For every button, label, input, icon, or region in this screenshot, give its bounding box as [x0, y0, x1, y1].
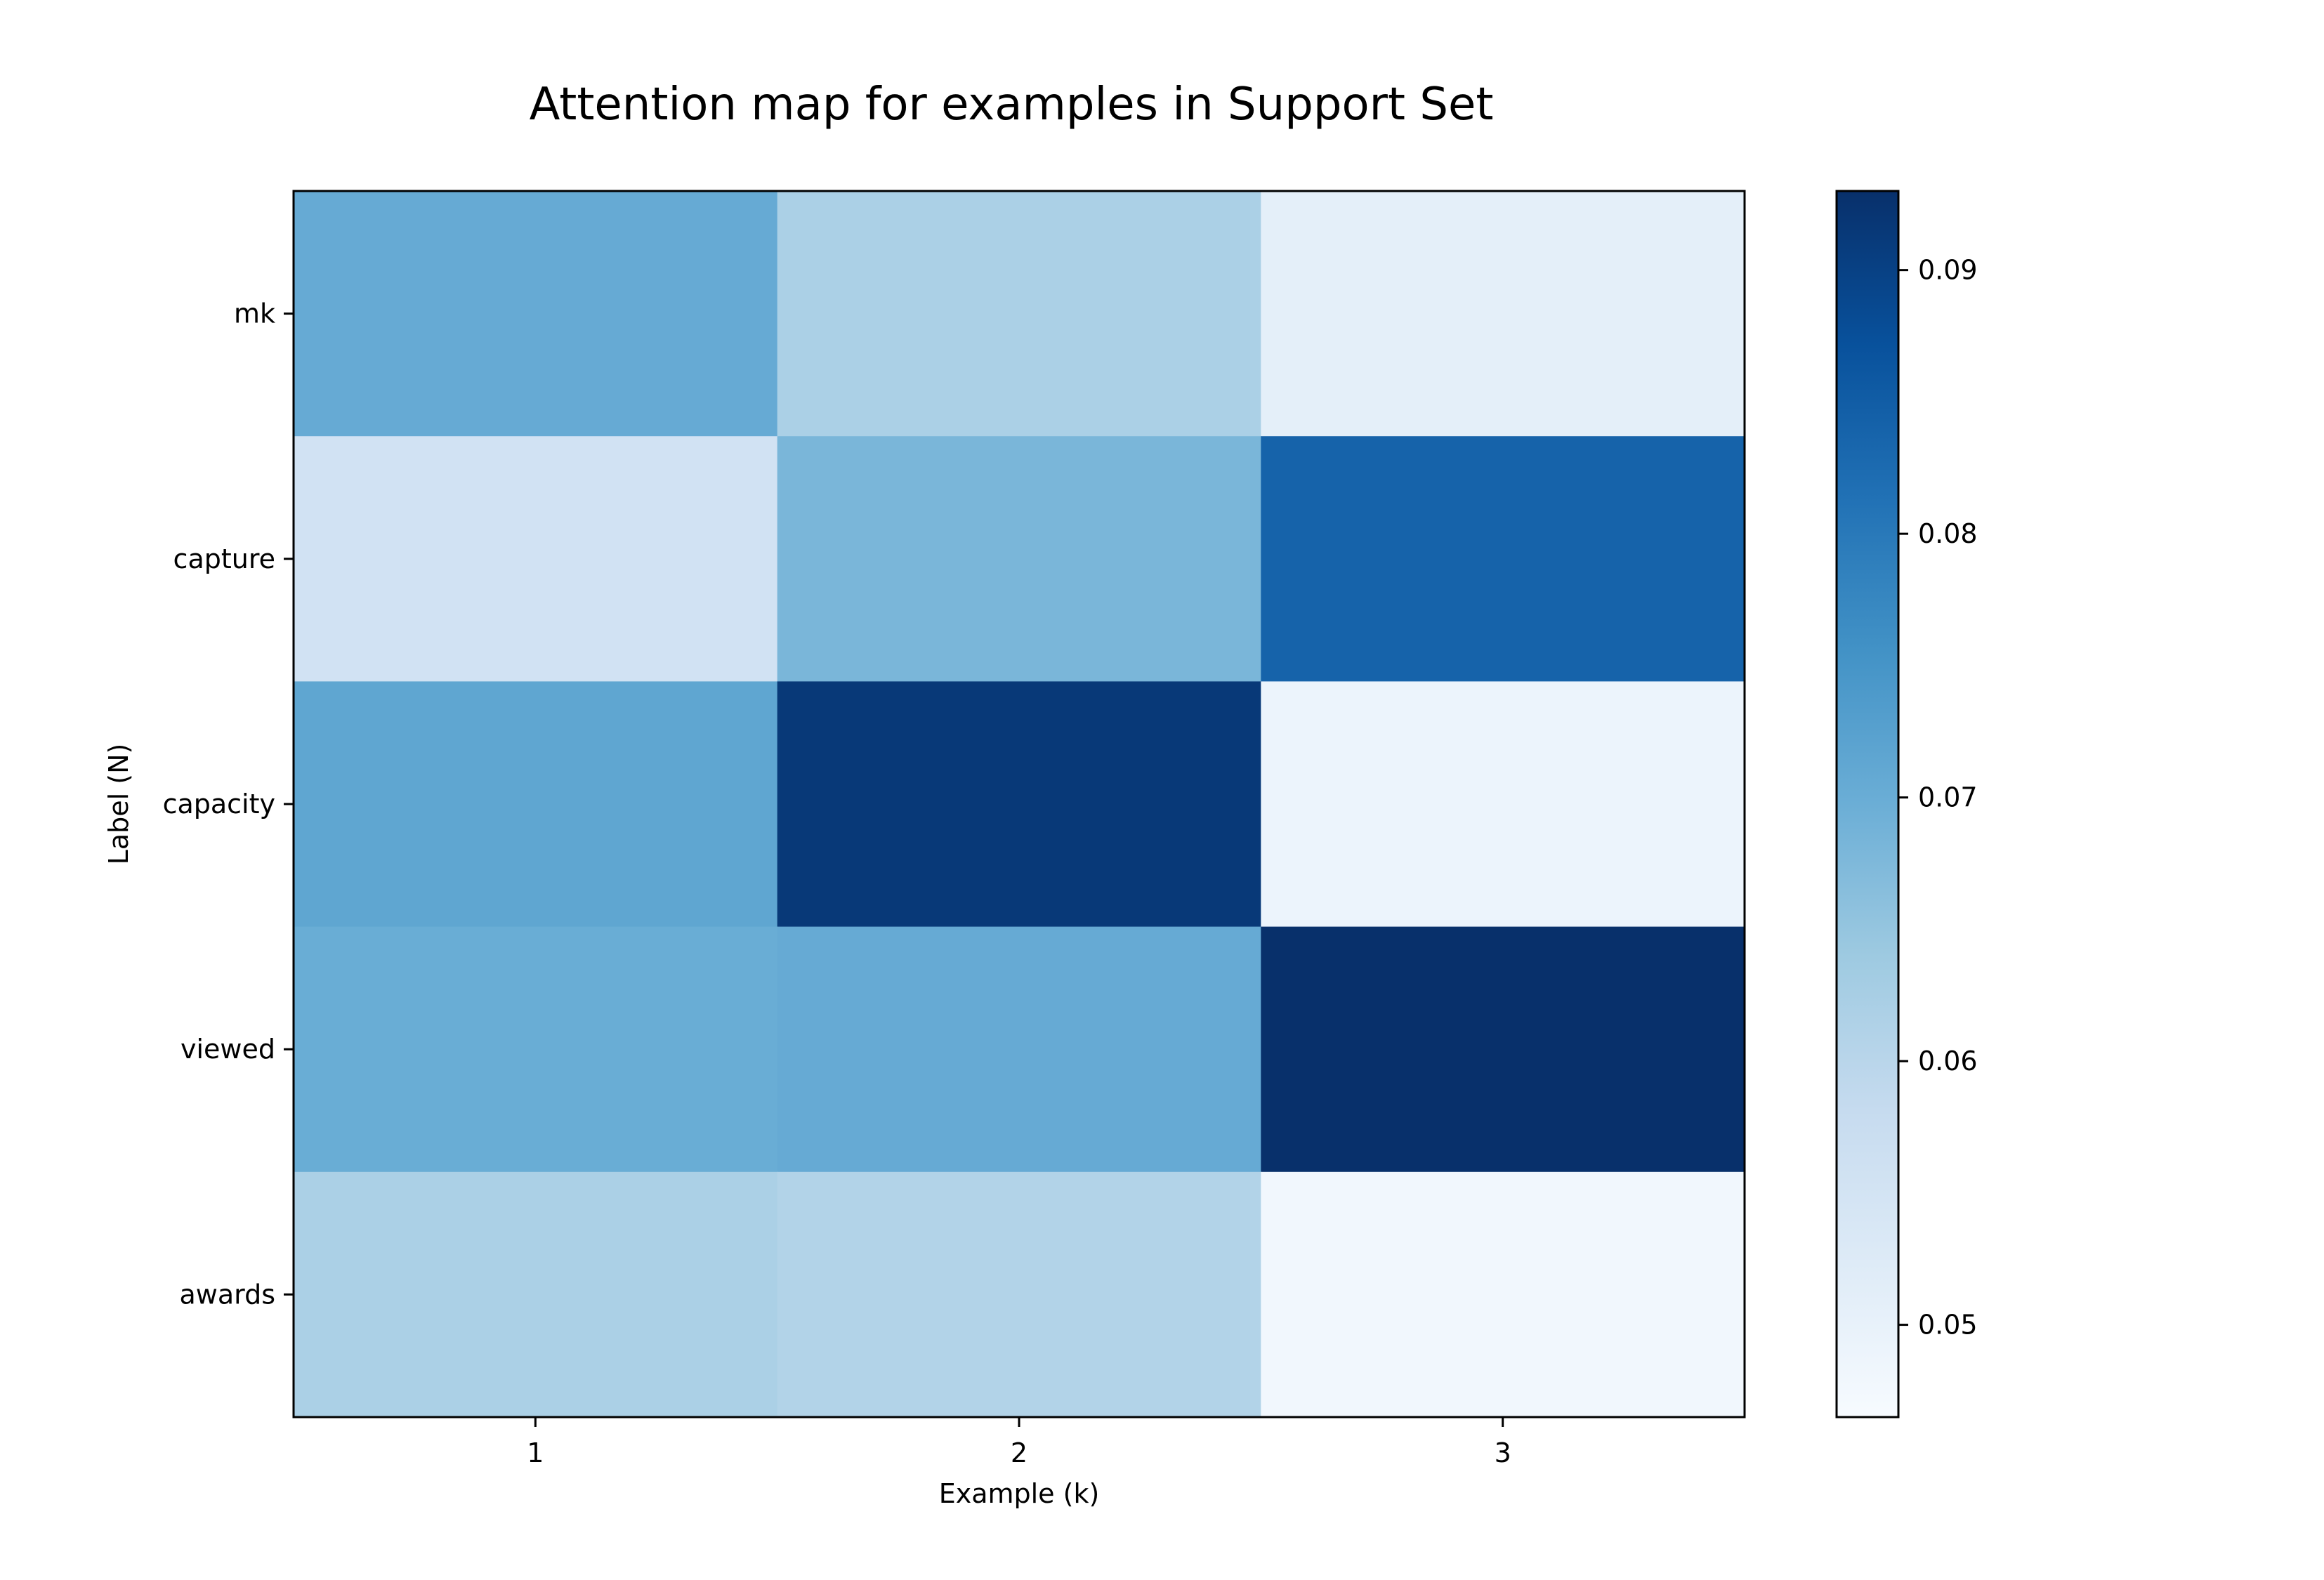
- colorbar-tick-label: 0.06: [1918, 1046, 1978, 1077]
- y-tick-label: awards: [179, 1279, 275, 1310]
- y-tick-label: capture: [173, 544, 275, 574]
- heatmap-cell: [777, 436, 1262, 683]
- colorbar-tick-label: 0.05: [1918, 1310, 1978, 1341]
- heatmap-cell: [1261, 926, 1745, 1173]
- x-tick-label: 3: [1495, 1437, 1511, 1468]
- x-axis-ticks: 1 2 3: [527, 1417, 1511, 1468]
- heatmap-cell: [777, 681, 1262, 928]
- heatmap-cell: [777, 191, 1262, 437]
- colorbar-tick-label: 0.09: [1918, 255, 1978, 286]
- y-tick-label: mk: [234, 298, 275, 329]
- colorbar-ticks: 0.05 0.06 0.07 0.08 0.09: [1898, 255, 1978, 1341]
- heatmap-cell: [1261, 191, 1745, 437]
- x-axis-label: Example (k): [939, 1478, 1100, 1509]
- x-tick-label: 1: [527, 1437, 544, 1468]
- heatmap-cell: [1261, 1171, 1745, 1418]
- colorbar-frame: [1835, 190, 1900, 1418]
- heatmap-cell: [777, 926, 1262, 1173]
- heatmap-cell: [294, 681, 778, 928]
- heatmap-cell: [1261, 436, 1745, 683]
- colorbar-tick-label: 0.07: [1918, 782, 1978, 813]
- y-axis-label: Label (N): [103, 744, 134, 865]
- heatmap-cells: [294, 191, 1745, 1418]
- chart-title: Attention map for examples in Support Se…: [530, 79, 1494, 131]
- colorbar-tick-label: 0.08: [1918, 518, 1978, 549]
- colorbar: [1837, 191, 1898, 1417]
- heatmap-cell: [1261, 681, 1745, 928]
- x-tick-label: 2: [1011, 1437, 1028, 1468]
- y-tick-label: capacity: [163, 789, 275, 819]
- y-axis-ticks: mk capture capacity viewed awards: [163, 298, 294, 1310]
- heatmap-cell: [777, 1171, 1262, 1418]
- y-tick-label: viewed: [180, 1034, 275, 1065]
- heatmap-cell: [294, 436, 778, 683]
- heatmap-cell: [294, 926, 778, 1173]
- heatmap-cell: [294, 191, 778, 437]
- heatmap-cell: [294, 1171, 778, 1418]
